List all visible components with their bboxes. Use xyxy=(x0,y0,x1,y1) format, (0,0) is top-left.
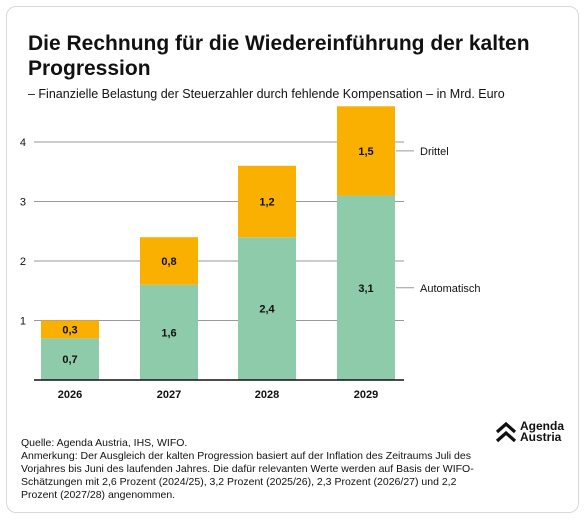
bar-2028-automatisch xyxy=(238,237,296,380)
y-tick-label: 3 xyxy=(20,197,26,209)
bar-2027-drittel xyxy=(140,237,198,285)
data-label: 0,8 xyxy=(161,256,176,268)
x-tick-label: 2028 xyxy=(255,389,279,401)
y-tick-label: 1 xyxy=(20,316,26,328)
data-label: 1,5 xyxy=(358,146,373,158)
bar-2027-automatisch xyxy=(140,284,198,380)
logo-line-1: Agenda xyxy=(520,419,565,433)
data-label: 1,6 xyxy=(161,327,176,339)
bar-2026-drittel xyxy=(41,320,99,339)
data-label: 3,1 xyxy=(358,283,373,295)
chart-subtitle: – Finanzielle Belastung der Steuerzahler… xyxy=(28,87,505,101)
chart-title: Die Rechnung für die Wiedereinführung de… xyxy=(28,32,530,80)
legend-label-drittel: Drittel xyxy=(420,146,449,158)
chart-card: Die Rechnung für die Wiedereinführung de… xyxy=(6,6,579,513)
data-label: 0,7 xyxy=(62,354,77,366)
data-label: 2,4 xyxy=(259,304,275,316)
logo-text: Agenda Austria xyxy=(520,419,565,444)
bar-2029-drittel xyxy=(337,106,395,196)
agenda-austria-logo: Agenda Austria xyxy=(494,418,574,448)
chart-footer: Quelle: Agenda Austria, IHS, WIFO. Anmer… xyxy=(21,437,491,502)
x-tick-label: 2026 xyxy=(58,389,82,401)
source-note: Quelle: Agenda Austria, IHS, WIFO. xyxy=(21,437,188,449)
agenda-austria-chevron-icon xyxy=(495,421,517,443)
data-label: 0,3 xyxy=(62,324,77,336)
bar-2029-automatisch xyxy=(337,195,395,380)
x-tick-label: 2029 xyxy=(354,389,378,401)
y-tick-label: 4 xyxy=(20,137,26,149)
x-tick-label: 2027 xyxy=(157,389,181,401)
data-label: 1,2 xyxy=(259,197,274,209)
stacked-bar-chart: 1 2 3 4 0,7 0,3 2026 1,6 0,8 2027 2,4 1,2 2028 3,1 1,5… xyxy=(20,106,481,401)
bar-2028-drittel xyxy=(238,165,296,238)
logo-line-2: Austria xyxy=(520,430,562,444)
y-tick-label: 2 xyxy=(20,256,26,268)
legend-label-automatisch: Automatisch xyxy=(420,283,481,295)
footnote: Anmerkung: Der Ausgleich der kalten Prog… xyxy=(21,450,474,501)
bar-2026-automatisch xyxy=(41,338,99,380)
